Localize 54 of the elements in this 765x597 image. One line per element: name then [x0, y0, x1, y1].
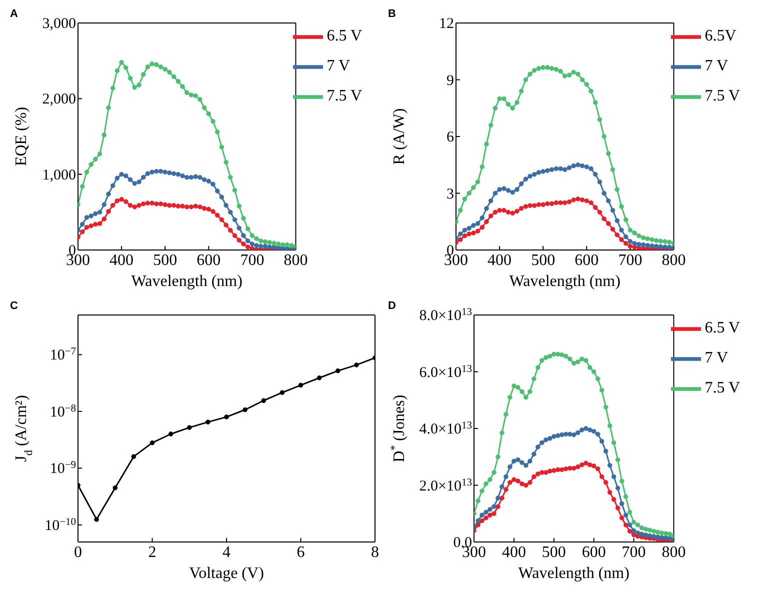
chart-title: B [388, 8, 396, 20]
y-tick-label: 4.0×10$^{13}$ [419, 420, 472, 438]
legend-label: 7 V [704, 58, 728, 75]
legend-label: 6.5 V [704, 320, 740, 337]
x-tick-label: 400 [502, 544, 526, 561]
x-tick-label: 800 [662, 252, 686, 269]
legend-label: 7.5 V [326, 88, 362, 105]
y-tick-label: 12 [439, 16, 454, 32]
x-tick-label: 500 [531, 252, 556, 269]
y-tick-label: 8.0×10$^{13}$ [419, 306, 472, 324]
legend-label: 7.5 V [704, 380, 740, 397]
x-axis-title: Wavelength (nm) [131, 273, 242, 290]
x-axis-title: Wavelength (nm) [518, 565, 630, 582]
y-axis-title: EQE (%) [13, 106, 30, 166]
x-tick-label: 400 [488, 252, 512, 269]
x-tick-label: 500 [542, 544, 566, 561]
x-tick-label: 600 [196, 252, 221, 269]
legend-label: 7 V [704, 350, 728, 367]
x-tick-label: 700 [622, 544, 646, 561]
legend-label: 7.5 V [704, 88, 740, 105]
chart-title: C [10, 300, 18, 312]
y-tick-label: 10$^{−7}$ [50, 346, 76, 364]
text: D [391, 450, 408, 462]
legend-label: 6.5V [704, 28, 736, 45]
x-tick-label: 2 [148, 544, 156, 561]
x-tick-label: 700 [240, 252, 264, 269]
x-axis-title: Wavelength (nm) [509, 273, 620, 290]
x-tick-label: 700 [618, 252, 642, 269]
x-tick-label: 800 [662, 544, 686, 561]
y-tick-label: 9 [446, 72, 454, 89]
x-tick-label: 4 [222, 544, 230, 561]
y-tick-label: 10$^{−9}$ [50, 460, 76, 478]
x-tick-label: 6 [296, 544, 305, 561]
legend-label: 7 V [326, 58, 350, 75]
chart-title: A [10, 8, 18, 20]
y-tick-label: 6.0×10$^{13}$ [419, 363, 472, 381]
y-tick-label: 3 [446, 186, 454, 202]
y-tick-label: 2,000 [42, 92, 76, 108]
x-tick-label: 400 [110, 252, 134, 269]
x-tick-label: 8 [371, 544, 379, 561]
y-tick-label: 6 [446, 130, 454, 146]
y-tick-label: 3,000 [42, 16, 76, 32]
chart-title: D [388, 300, 396, 312]
x-axis-title: Voltage (V) [189, 565, 264, 582]
x-tick-label: 500 [153, 252, 178, 269]
y-tick-label: 10$^{−8}$ [50, 402, 76, 420]
y-axis-title: R (A/W) [391, 108, 408, 165]
x-tick-label: 600 [582, 544, 606, 561]
y-tick-label: 2.0×10$^{13}$ [419, 476, 472, 494]
x-tick-label: 600 [574, 252, 599, 269]
legend-label: 6.5 V [326, 28, 362, 45]
x-tick-label: 800 [284, 252, 308, 269]
y-tick-label: 1,000 [42, 167, 76, 184]
y-tick-label: 10$^{−10}$ [44, 516, 76, 534]
